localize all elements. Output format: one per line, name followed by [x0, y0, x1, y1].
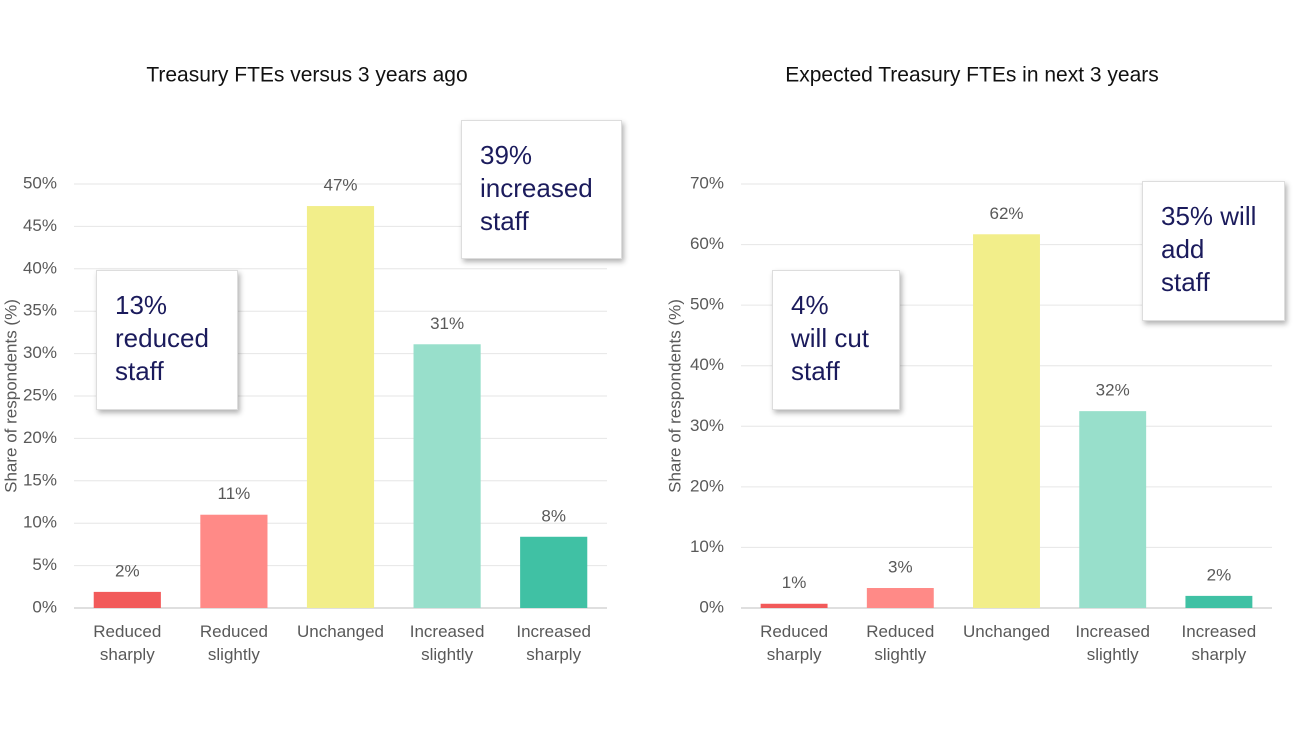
x-tick-label: Reduced sharply	[760, 622, 829, 664]
x-tick-label: Unchanged	[963, 622, 1050, 641]
x-tick-label: Increased sharply	[516, 622, 592, 664]
bar	[1079, 411, 1147, 608]
y-tick-label: 0%	[32, 597, 57, 616]
chart-title: Expected Treasury FTEs in next 3 years	[785, 64, 1159, 87]
annotation: 39% increased staff	[461, 120, 622, 259]
y-tick-label: 70%	[690, 173, 724, 192]
y-tick-label: 60%	[690, 234, 724, 253]
y-tick-label: 50%	[23, 173, 57, 192]
x-tick-label: Increased slightly	[409, 622, 485, 664]
value-label: 3%	[888, 557, 913, 576]
value-label: 47%	[323, 176, 357, 195]
y-tick-label: 20%	[690, 476, 724, 495]
bar	[306, 206, 375, 608]
value-label: 8%	[541, 506, 566, 525]
y-tick-label: 10%	[690, 537, 724, 556]
y-tick-label: 10%	[23, 513, 57, 532]
y-tick-label: 45%	[23, 216, 57, 235]
y-axis-label: Share of respondents (%)	[665, 299, 684, 493]
y-tick-label: 30%	[23, 343, 57, 362]
y-tick-label: 5%	[32, 555, 57, 574]
y-tick-label: 25%	[23, 385, 57, 404]
bar	[973, 234, 1040, 608]
y-tick-label: 20%	[23, 428, 57, 447]
bar	[760, 603, 828, 608]
bar	[413, 344, 481, 608]
annotation: 4% will cut staff	[772, 270, 900, 410]
value-label: 11%	[218, 484, 251, 503]
x-tick-label: Reduced slightly	[866, 622, 935, 664]
value-label: 62%	[989, 204, 1023, 223]
bar	[93, 591, 161, 608]
value-label: 32%	[1096, 381, 1130, 400]
value-label: 1%	[782, 573, 807, 592]
y-tick-label: 40%	[690, 355, 724, 374]
annotation: 35% will add staff	[1142, 181, 1285, 321]
bar	[866, 588, 934, 608]
y-tick-label: 0%	[699, 597, 724, 616]
x-tick-label: Increased slightly	[1075, 622, 1151, 664]
annotation: 13% reduced staff	[96, 270, 238, 410]
bar	[520, 536, 588, 608]
y-axis-label: Share of respondents (%)	[1, 299, 20, 493]
y-tick-label: 30%	[690, 416, 724, 435]
value-label: 2%	[115, 561, 140, 580]
x-tick-label: Reduced sharply	[93, 622, 162, 664]
x-tick-label: Unchanged	[297, 622, 384, 641]
x-tick-label: Reduced slightly	[199, 622, 268, 664]
y-tick-label: 35%	[23, 301, 57, 320]
bar	[1185, 595, 1253, 608]
bar	[200, 514, 268, 608]
value-label: 31%	[430, 314, 464, 333]
value-label: 2%	[1207, 565, 1232, 584]
x-tick-label: Increased sharply	[1181, 622, 1257, 664]
y-tick-label: 40%	[23, 258, 57, 277]
chart-title: Treasury FTEs versus 3 years ago	[146, 64, 467, 87]
y-tick-label: 50%	[690, 295, 724, 314]
y-tick-label: 15%	[23, 470, 57, 489]
